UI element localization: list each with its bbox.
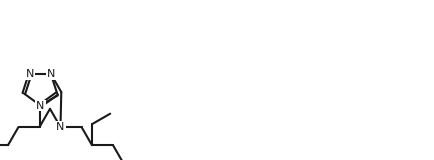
Text: N: N [26, 69, 34, 79]
Text: N: N [36, 100, 45, 111]
Text: N: N [56, 122, 65, 132]
Text: N: N [46, 69, 55, 79]
